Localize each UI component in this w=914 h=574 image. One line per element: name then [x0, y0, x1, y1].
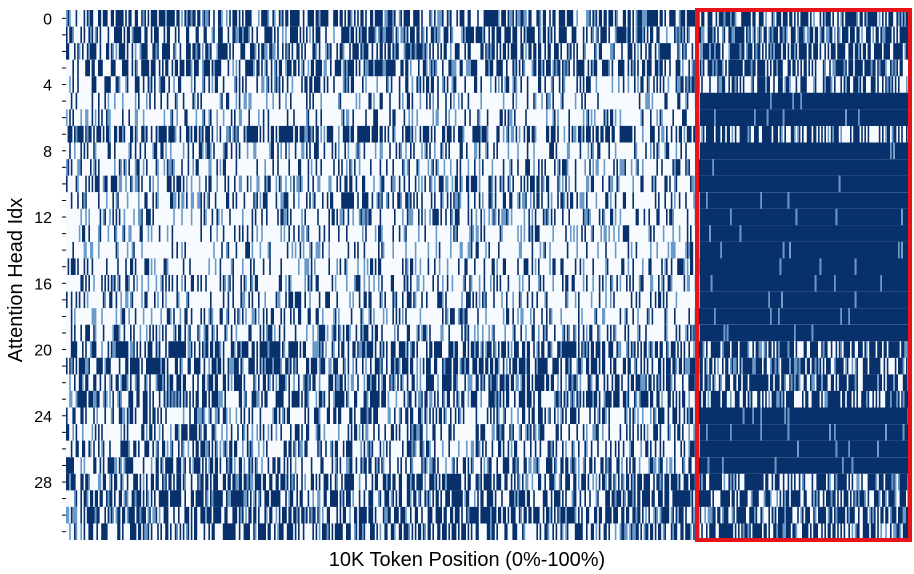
y-tick-label: 12	[34, 210, 52, 227]
heatmap-row-22	[69, 374, 908, 391]
heatmap-row-27	[66, 457, 910, 474]
heatmap-cells-mid	[75, 125, 894, 143]
y-tick-label: 0	[43, 11, 52, 28]
heatmap-row-2	[66, 43, 910, 60]
heatmap-cells-mid	[74, 308, 850, 325]
heatmap-row-4	[69, 76, 908, 93]
y-axis-ticks: 0 4 8 12 16 20 24 28	[34, 11, 66, 533]
heatmap-row-18	[70, 308, 910, 325]
heatmap-row-31	[69, 523, 910, 540]
heatmap-cells-mid	[69, 374, 895, 391]
heatmap-row-15	[67, 258, 910, 275]
heatmap-cells-dark	[67, 10, 910, 27]
heatmap-row-30	[66, 506, 910, 524]
heatmap-cells-mid	[86, 291, 857, 309]
heatmap-cells-dark	[72, 76, 900, 93]
heatmap-cells-dark	[69, 142, 910, 160]
heatmap-cells-dark	[67, 258, 910, 275]
y-tick-label: 16	[34, 276, 52, 293]
y-tick-label: 8	[43, 144, 52, 161]
heatmap-cells-dark	[80, 275, 910, 292]
heatmap-row-16	[80, 275, 910, 292]
heatmap-cells-mid	[90, 341, 908, 358]
heatmap-cells-dark	[70, 440, 910, 458]
heatmap-cells-dark	[69, 109, 910, 126]
heatmap-row-23	[69, 390, 910, 408]
y-tick-label: 20	[34, 343, 52, 360]
heatmap-cells-dark	[72, 59, 903, 77]
heatmap-row-19	[70, 324, 910, 342]
y-tick-label: 24	[34, 409, 52, 426]
heatmap-row-11	[70, 192, 910, 209]
heatmap-cells-mid	[72, 26, 886, 44]
heatmap-cells-dark	[70, 324, 910, 342]
heatmap-cells-dark	[74, 374, 908, 391]
heatmap-cells-mid	[69, 473, 900, 491]
heatmap-cells-mid	[93, 275, 882, 292]
heatmap-row-26	[70, 440, 910, 458]
heatmap-row-6	[66, 109, 910, 126]
heatmap-cells-mid	[94, 324, 814, 342]
heatmap-row-29	[74, 490, 910, 507]
heatmap-cells-dark	[66, 43, 910, 60]
y-tick-label: 28	[34, 475, 52, 492]
heatmap-cells-dark	[70, 92, 910, 110]
heatmap-cells-mid	[83, 192, 790, 209]
heatmap-cells-mid	[66, 159, 714, 176]
y-axis-label: Attention Head Idx	[5, 198, 27, 363]
heatmap-cells-dark	[70, 308, 910, 325]
heatmap-cells-mid	[69, 76, 908, 93]
y-tick-label: 4	[43, 78, 52, 95]
heatmap-row-12	[80, 208, 910, 226]
heatmap-cells-mid	[80, 208, 903, 226]
heatmap-cells-dark	[66, 424, 910, 441]
heatmap-cells-dark	[66, 291, 910, 309]
heatmap-cells-dark	[74, 523, 910, 540]
heatmap-row-5	[70, 92, 910, 110]
heatmap-cells-dark	[77, 390, 910, 408]
heatmap-cells-dark	[72, 241, 910, 259]
heatmap-row-17	[66, 291, 910, 309]
highlight-box	[695, 8, 912, 542]
heatmap-cells-dark	[82, 225, 910, 242]
heatmap-cells-dark	[75, 490, 910, 507]
heatmap-cells-mid	[78, 43, 907, 60]
heatmap-cells-dark	[99, 208, 910, 226]
heatmap-cells-mid	[77, 175, 841, 193]
heatmap-cells-mid	[136, 59, 897, 77]
heatmap-cells-mid	[80, 457, 854, 474]
heatmap-cells-mid	[107, 92, 803, 110]
heatmap-cells-dark	[70, 341, 910, 358]
heatmap-cells-dark	[70, 192, 910, 209]
heatmap-cells-mid	[66, 506, 906, 524]
heatmap-row-8	[69, 142, 910, 160]
heatmap-cells-mid	[74, 490, 897, 507]
heatmap-row-14	[72, 241, 910, 259]
plot-area	[66, 10, 910, 540]
heatmap-row-3	[72, 59, 903, 77]
x-axis-label: 10K Token Position (0%-100%)	[329, 549, 605, 571]
heatmap-cells-mid	[78, 225, 742, 242]
heatmap-row-20	[70, 341, 910, 358]
heatmap-row-13	[78, 225, 910, 242]
